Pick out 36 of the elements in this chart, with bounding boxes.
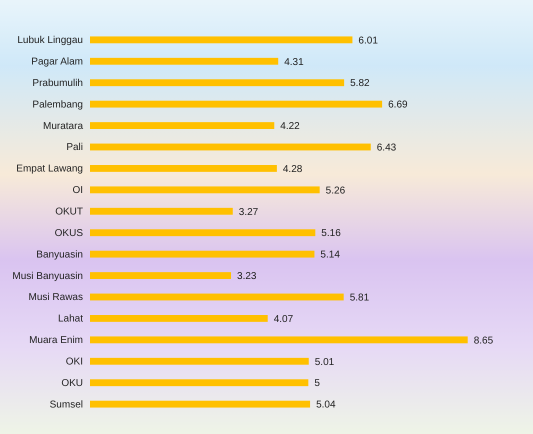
data-label: 5.16 bbox=[321, 228, 342, 240]
y-tick-label: Pali bbox=[66, 142, 83, 154]
data-label: 6.69 bbox=[388, 100, 408, 111]
data-label: 4.07 bbox=[274, 314, 294, 325]
y-tick-label: Banyuasin bbox=[36, 249, 83, 260]
y-tick-label: OKUT bbox=[55, 206, 83, 218]
y-tick-label: Pagar Alam bbox=[31, 56, 83, 68]
data-label: 3.23 bbox=[237, 271, 257, 282]
y-tick-label: Musi Rawas bbox=[28, 292, 83, 304]
data-label: 4.31 bbox=[284, 56, 304, 68]
data-label: 5.82 bbox=[350, 78, 370, 90]
data-label: 8.65 bbox=[474, 335, 494, 346]
data-label: 5.01 bbox=[314, 356, 335, 368]
y-tick-label: Lubuk Linggau bbox=[17, 35, 83, 46]
y-tick-label: Lahat bbox=[58, 314, 84, 325]
data-label: 4.22 bbox=[280, 121, 300, 132]
y-tick-label: Prabumulih bbox=[32, 78, 83, 89]
y-tick-label: Empat Lawang bbox=[16, 164, 83, 175]
y-tick-label: Palembang bbox=[32, 99, 83, 110]
data-label: 5.81 bbox=[350, 292, 370, 304]
y-tick-label: OKUS bbox=[54, 228, 84, 239]
y-tick-label: OKI bbox=[66, 356, 83, 368]
y-tick-label: OKU bbox=[61, 378, 83, 389]
data-label: 5.26 bbox=[326, 185, 346, 196]
y-tick-label: Sumsel bbox=[50, 399, 83, 410]
data-label: 6.01 bbox=[358, 35, 378, 46]
y-tick-label: Muratara bbox=[42, 120, 84, 132]
y-tick-label: OI bbox=[72, 185, 83, 196]
data-label: 4.28 bbox=[282, 164, 303, 175]
data-label: 6.43 bbox=[376, 142, 397, 154]
data-label: 5.04 bbox=[316, 400, 336, 411]
y-tick-label: Musi Banyuasin bbox=[12, 270, 83, 282]
data-label: 5.14 bbox=[320, 250, 340, 261]
data-label: 5 bbox=[314, 378, 320, 390]
y-tick-label: Muara Enim bbox=[29, 335, 83, 346]
data-label: 3.27 bbox=[238, 206, 259, 218]
